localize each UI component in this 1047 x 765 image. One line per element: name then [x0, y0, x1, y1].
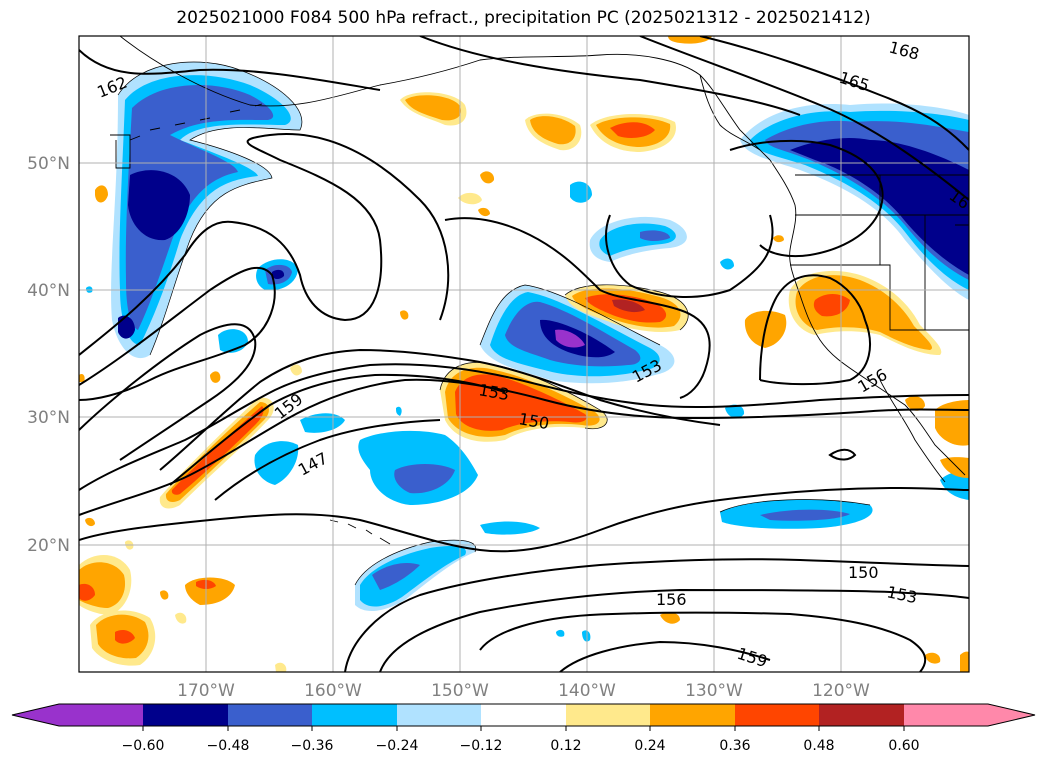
lon-labels: 170°W 160°W 150°W 140°W 130°W 120°W — [177, 681, 870, 701]
colorbar-segment — [481, 704, 566, 726]
contour-label: 150 — [848, 563, 879, 582]
lon-label: 160°W — [304, 681, 362, 701]
colorbar-segment — [312, 704, 397, 726]
colorbar-segment — [650, 704, 735, 726]
positive-precip-fills — [79, 36, 969, 672]
colorbar-segment — [735, 704, 819, 726]
colorbar-tick-label: 0.24 — [634, 738, 665, 754]
colorbar-segment — [904, 704, 1035, 726]
colorbar-tick-label: 0.48 — [803, 738, 834, 754]
lat-label: 30°N — [27, 408, 70, 428]
colorbar-tick-labels: −0.60 −0.48 −0.36 −0.24 −0.12 0.12 0.24 … — [122, 738, 920, 754]
lon-label: 150°W — [431, 681, 489, 701]
colorbar: −0.60 −0.48 −0.36 −0.24 −0.12 0.12 0.24 … — [11, 703, 1036, 754]
lon-label: 140°W — [558, 681, 616, 701]
map-frame — [78, 35, 970, 673]
lon-label: 120°W — [812, 681, 870, 701]
colorbar-tick-label: −0.60 — [122, 738, 165, 754]
lon-label: 130°W — [685, 681, 743, 701]
colorbar-tick-label: −0.48 — [207, 738, 250, 754]
lat-label: 50°N — [27, 154, 70, 174]
refractivity-contours — [79, 36, 969, 672]
fill-outlines — [117, 61, 871, 586]
lat-labels: 50°N 40°N 30°N 20°N — [27, 154, 70, 556]
colorbar-tick-label: 0.12 — [550, 738, 581, 754]
colorbar-segment — [12, 704, 143, 726]
colorbar-tick-label: 0.36 — [719, 738, 750, 754]
map-panel: 162 165 168 16 159 153 150 147 153 156 1… — [79, 36, 969, 672]
colorbar-tick-label: −0.12 — [460, 738, 503, 754]
colorbar-tick-label: −0.24 — [376, 738, 419, 754]
lat-label: 20°N — [27, 536, 70, 556]
colorbar-outline — [11, 703, 1036, 727]
lat-label: 40°N — [27, 281, 70, 301]
colorbar-segment — [819, 704, 904, 726]
colorbar-segment — [228, 704, 312, 726]
contour-label: 156 — [656, 590, 687, 609]
colorbar-tick-label: −0.36 — [291, 738, 334, 754]
contour-label-group: 162 165 168 16 159 153 150 147 153 156 1… — [94, 38, 969, 672]
colorbar-segment — [143, 704, 228, 726]
colorbar-segment — [397, 704, 481, 726]
lon-label: 170°W — [177, 681, 235, 701]
map-title: 2025021000 F084 500 hPa refract., precip… — [176, 8, 871, 28]
colorbar-tick-label: 0.60 — [888, 738, 919, 754]
colorbar-ticks — [142, 726, 905, 731]
colorbar-segment — [566, 704, 650, 726]
